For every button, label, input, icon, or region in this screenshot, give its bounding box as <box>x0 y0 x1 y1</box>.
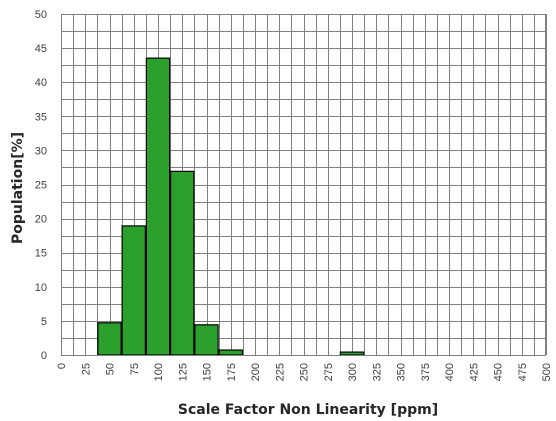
plot-border <box>61 14 546 356</box>
grid-lines <box>61 14 547 356</box>
x-tick-label: 50 <box>105 363 117 375</box>
x-tick-label: 225 <box>274 363 286 381</box>
bar <box>194 324 219 356</box>
y-axis-title: Population[%] <box>10 132 26 244</box>
y-tick-label: 45 <box>35 43 47 55</box>
x-axis-title: Scale Factor Non Linearity [ppm] <box>178 402 438 418</box>
x-tick-label: 25 <box>80 363 92 375</box>
y-tick-label: 25 <box>35 180 47 192</box>
bar <box>145 57 171 356</box>
bar <box>121 225 146 356</box>
x-tick-label: 400 <box>444 363 456 381</box>
bars <box>97 57 365 356</box>
bar <box>170 170 195 356</box>
x-tick-label: 0 <box>56 363 68 369</box>
x-tick-labels: 0 25 50 75 100 125 150 175 200 225 250 275 300 325 350… <box>56 363 553 381</box>
x-tick-label: 100 <box>153 363 165 381</box>
x-tick-label: 425 <box>468 363 480 381</box>
x-tick-label: 250 <box>299 363 311 381</box>
x-tick-label: 325 <box>371 363 383 381</box>
y-tick-label: 0 <box>41 350 47 362</box>
x-tick-label: 150 <box>202 363 214 381</box>
x-tick-label: 300 <box>347 363 359 381</box>
y-tick-label: 20 <box>35 214 47 226</box>
x-tick-label: 500 <box>541 363 553 381</box>
x-tick-label: 175 <box>226 363 238 381</box>
bar <box>339 351 365 356</box>
x-tick-label: 200 <box>250 363 262 381</box>
y-tick-labels: 0 5 10 15 20 25 30 35 40 45 50 <box>35 9 47 362</box>
y-tick-label: 30 <box>35 145 47 157</box>
y-tick-label: 15 <box>35 248 47 260</box>
bar <box>97 322 122 356</box>
x-tick-label: 375 <box>420 363 432 381</box>
bar <box>218 349 243 356</box>
x-tick-label: 450 <box>493 363 505 381</box>
x-tick-label: 275 <box>323 363 335 381</box>
y-tick-label: 35 <box>35 111 47 123</box>
plot-frame <box>61 14 546 356</box>
x-tick-label: 350 <box>396 363 408 381</box>
x-tick-label: 125 <box>177 363 189 381</box>
y-tick-label: 50 <box>35 9 47 21</box>
y-tick-label: 10 <box>35 282 47 294</box>
x-tick-label: 475 <box>517 363 529 381</box>
y-tick-label: 40 <box>35 77 47 89</box>
x-tick-label: 75 <box>129 363 141 375</box>
y-tick-label: 5 <box>41 316 47 328</box>
